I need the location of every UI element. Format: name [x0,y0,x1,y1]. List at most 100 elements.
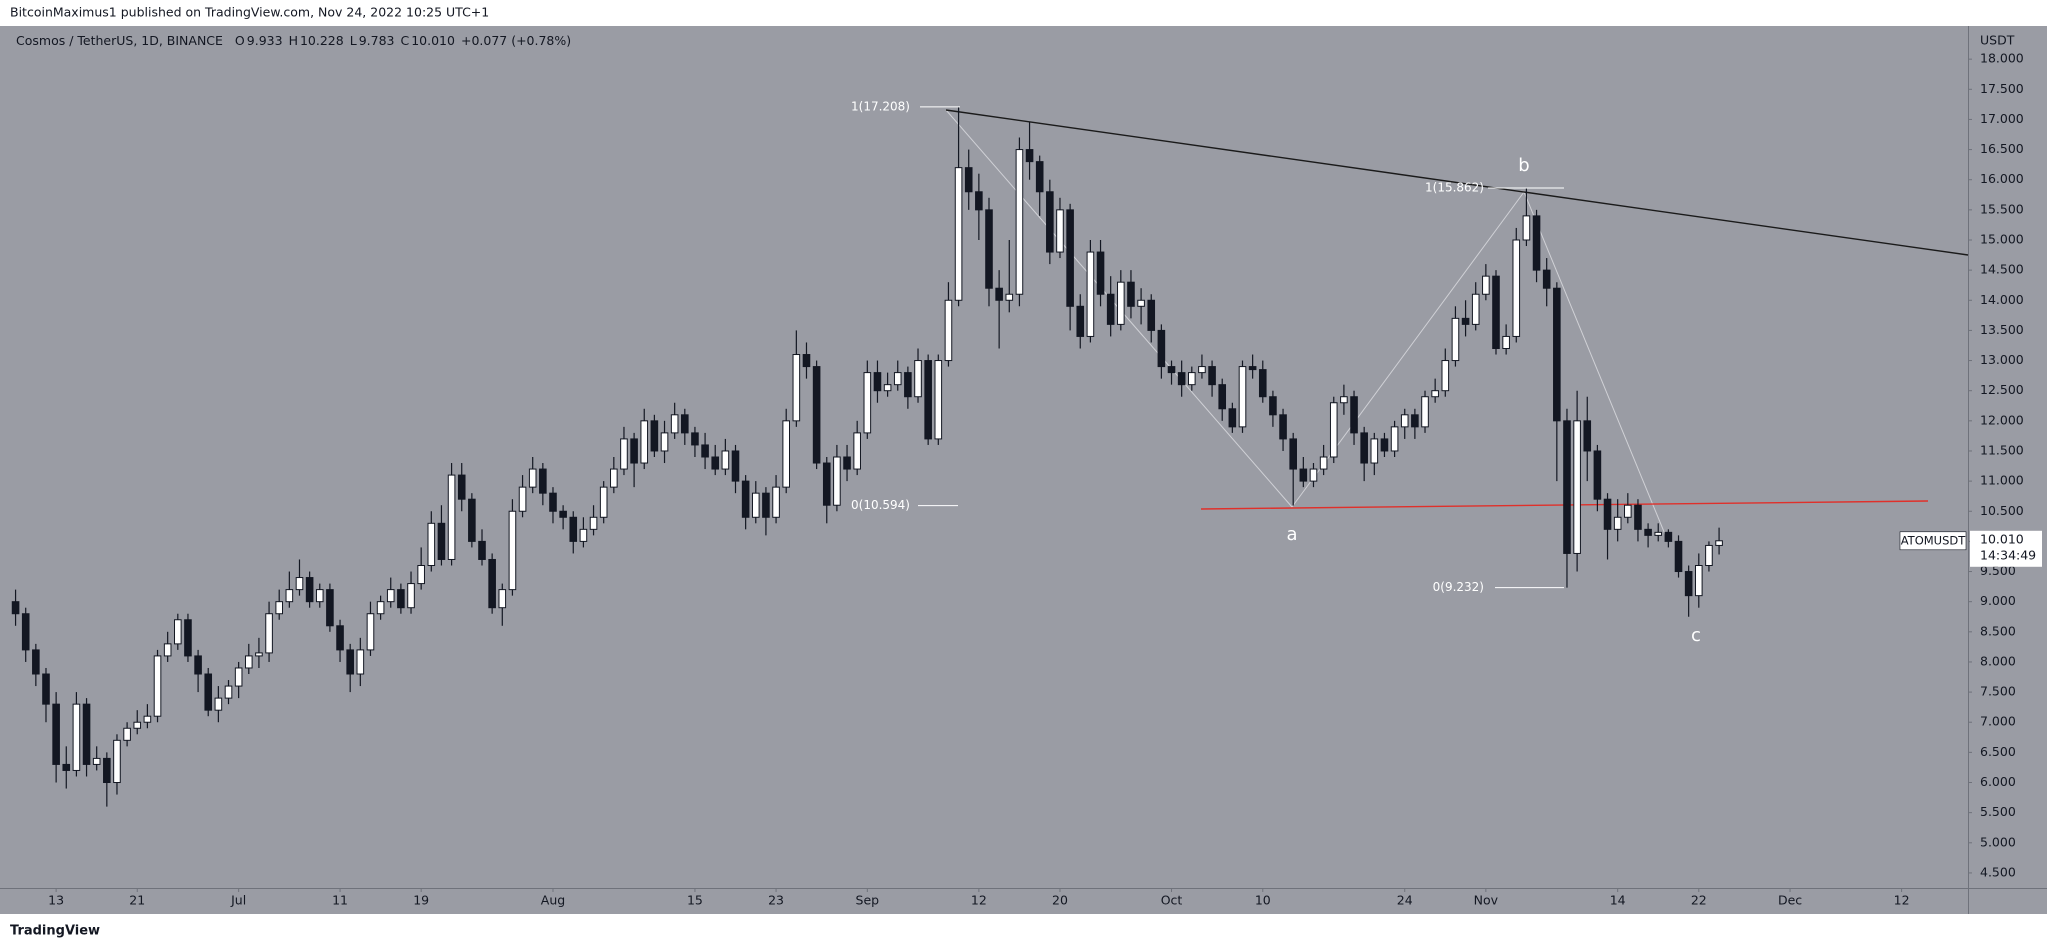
candle-body [954,167,963,301]
candle-body [893,372,902,386]
candle-body [204,673,213,711]
candle-body [1329,402,1338,458]
x-tick-label: 21 [129,893,145,908]
chart-background [0,26,2047,914]
candle-body [62,763,71,771]
candle-body [1654,531,1663,536]
candle-body [1198,366,1206,374]
y-tick-label: 7.500 [1980,684,2016,699]
ohlc-key: C [400,33,410,48]
y-tick-label: 6.000 [1980,774,2016,789]
y-tick-label: 14.500 [1980,262,2024,277]
ticker-label: ATOMUSDT [1901,533,1967,547]
candle-body [1390,426,1399,452]
candle-body [782,420,791,488]
candle-body [1157,329,1166,368]
candle-body [762,492,770,518]
candle-body [1502,335,1510,349]
candle-body [1482,275,1490,295]
y-tick-label: 4.500 [1980,864,2016,879]
candle-body [589,516,598,530]
candle-body [224,685,233,699]
x-tick-label: 24 [1397,893,1413,908]
y-tick-label: 17.000 [1980,111,2024,126]
candle-body [975,191,983,211]
y-tick-label: 12.000 [1980,412,2024,427]
candle-body [1360,432,1368,464]
candle-body [650,420,659,452]
candle-body [1421,396,1429,428]
candle-body [985,209,993,289]
candle-body [103,757,111,784]
candle-body [305,577,314,603]
candle-body [1086,251,1095,337]
candle-body [1451,317,1460,362]
ohlc-key: O [234,33,245,48]
candle-body [295,577,304,591]
candle-body [1664,531,1673,542]
candle-body [1461,317,1470,325]
symbol: Cosmos / TetherUS, 1D, BINANCE [16,33,223,48]
y-tick-label: 10.500 [1980,503,2024,518]
candle-body [1715,540,1723,546]
candle-body [113,739,121,784]
wave-label: a [1286,524,1297,545]
x-tick-label: Nov [1474,893,1499,908]
candle-body [244,655,253,669]
x-tick-label: Oct [1161,893,1183,908]
candle-body [417,565,425,585]
candle-body [407,583,415,609]
candle-body [670,414,679,434]
x-tick-label: 12 [1894,893,1910,908]
ohlc-key: H [288,33,298,48]
candle-body [721,450,730,470]
candle-body [802,354,811,368]
candle-body [397,589,405,609]
candle-body [153,655,162,717]
y-tick-label: 17.500 [1980,81,2024,96]
candle-body [924,360,932,440]
candle-body [1269,396,1277,416]
candle-body [1684,571,1693,597]
candle-body [82,703,91,765]
candle-body [92,757,101,765]
y-tick-label: 11.000 [1980,473,2024,488]
candle-body [701,444,709,458]
candle-body [1471,293,1480,325]
candle-body [1350,396,1358,434]
y-tick-label: 18.000 [1980,51,2024,66]
candle-body [1177,372,1186,386]
countdown: 14:34:49 [1980,547,2036,562]
x-tick-label: 14 [1610,893,1626,908]
price-tag [1970,530,2042,567]
candle-body [822,462,831,506]
candle-body [1299,468,1308,482]
candle-body [934,360,943,440]
candle-body [883,384,892,392]
candle-body [1046,191,1054,253]
candle-body [812,366,821,464]
candle-body [1542,269,1551,289]
wave-label: b [1518,155,1529,176]
candle-body [1279,414,1287,440]
x-tick-label: 11 [332,893,348,908]
candle-body [285,589,294,603]
candle-body [21,613,30,651]
ohlc-value: 9.933 [246,33,283,48]
x-tick-label: 13 [48,893,64,908]
candle-body [904,372,912,398]
candle-body [1106,293,1115,325]
y-tick-label: 16.000 [1980,171,2024,186]
candle-body [326,589,334,627]
candle-body [1532,215,1541,271]
candle-body [72,703,81,771]
candles [11,106,1723,807]
candle-body [1512,239,1521,337]
candle-body [1137,299,1145,307]
candle-body [711,456,720,470]
candle-body [610,468,618,488]
candle-body [1441,360,1450,392]
candle-body [1613,516,1622,530]
fib-label: 0(9.232) [1433,580,1484,594]
